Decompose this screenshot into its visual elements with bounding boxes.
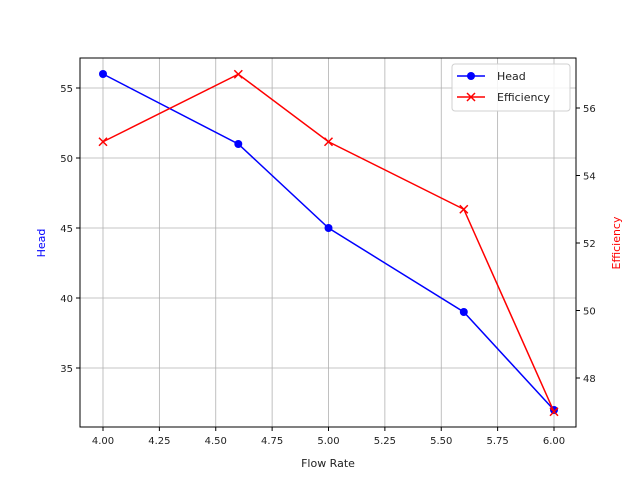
- x-tick-label: 4.75: [261, 436, 283, 447]
- x-tick-label: 5.00: [317, 436, 339, 447]
- x-axis-ticks: 4.00 4.25 4.50 4.75 5.00 5.25 5.50 5.75 6.00: [92, 427, 565, 447]
- x-tick-label: 4.00: [92, 436, 114, 447]
- y2-tick-label: 52: [583, 239, 596, 250]
- x-axis-label: Flow Rate: [301, 457, 355, 470]
- legend-circle-marker-icon: [467, 72, 475, 80]
- legend: Head Efficiency: [451, 63, 571, 112]
- y2-axis-label: Efficiency: [610, 216, 623, 269]
- y-tick-label: 40: [60, 294, 73, 305]
- data-lines: [98, 69, 559, 417]
- y2-axis-ticks: 48 50 52 54 56: [576, 104, 596, 385]
- plot-area-frame: [79, 57, 577, 428]
- data-point-circle-icon: [99, 70, 107, 78]
- x-tick-label: 5.50: [430, 436, 452, 447]
- x-tick-label: 4.25: [148, 436, 170, 447]
- grid-lines: [80, 58, 576, 427]
- data-point-x-icon: [549, 407, 559, 417]
- data-point-x-icon: [98, 137, 108, 147]
- data-point-x-icon: [233, 69, 243, 79]
- x-tick-label: 5.25: [374, 436, 396, 447]
- data-point-x-icon: [459, 204, 469, 214]
- y-tick-label: 45: [60, 224, 73, 235]
- y2-tick-label: 56: [583, 104, 596, 115]
- y-tick-label: 50: [60, 154, 73, 165]
- x-tick-label: 5.75: [486, 436, 508, 447]
- x-tick-label: 4.50: [205, 436, 227, 447]
- y2-tick-label: 48: [583, 374, 596, 385]
- y-tick-label: 55: [60, 84, 73, 95]
- data-point-circle-icon: [324, 224, 333, 232]
- y2-tick-label: 50: [583, 307, 596, 318]
- data-point-circle-icon: [234, 140, 243, 148]
- y-axis-label: Head: [35, 229, 48, 258]
- y2-tick-label: 54: [583, 172, 596, 183]
- y-tick-label: 35: [60, 364, 73, 375]
- y-axis-ticks: 35 40 45 50 55: [60, 84, 80, 375]
- x-tick-label: 6.00: [543, 436, 565, 447]
- legend-efficiency-label: Efficiency: [497, 91, 550, 104]
- legend-head-label: Head: [497, 70, 526, 83]
- legend-x-marker-icon: [466, 92, 476, 102]
- data-point-x-icon: [323, 137, 334, 147]
- data-point-circle-icon: [459, 308, 468, 316]
